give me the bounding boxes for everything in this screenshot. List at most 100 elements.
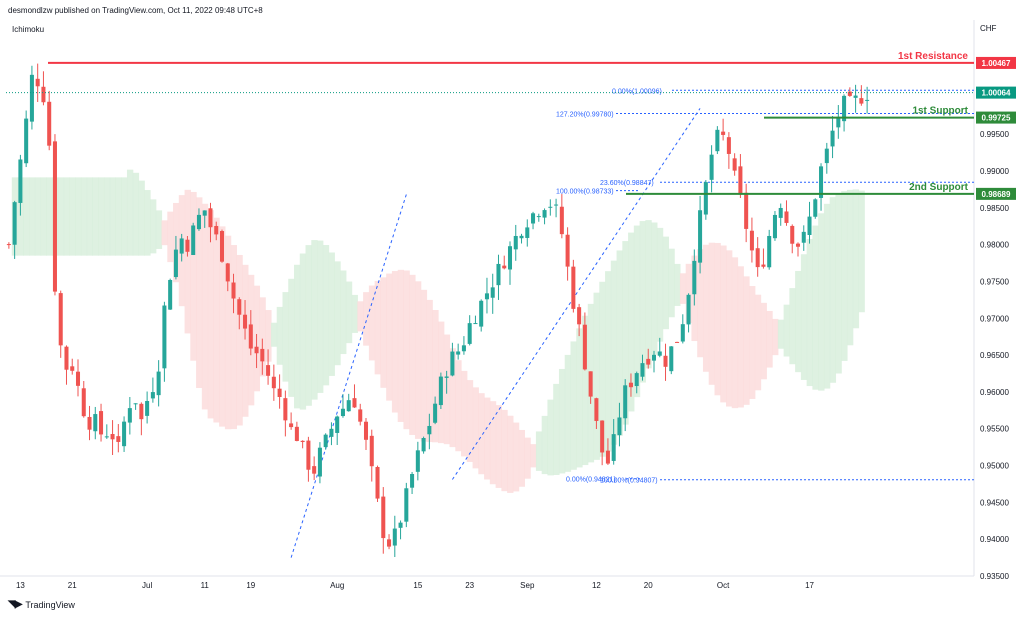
- candle-body: [219, 231, 225, 262]
- y-tick-label: 0.95500: [980, 425, 1009, 434]
- x-tick-label: 19: [246, 581, 255, 590]
- candle-body: [323, 434, 328, 448]
- candle-body: [784, 211, 789, 223]
- candle-body: [657, 351, 662, 356]
- cloud-segment: [501, 409, 508, 492]
- cloud-segment: [86, 177, 93, 256]
- candle-body: [352, 398, 357, 408]
- candle-body: [611, 434, 616, 461]
- candlesticks[interactable]: [6, 63, 870, 558]
- last-price-label: 1.00064: [982, 89, 1011, 98]
- cloud-segment: [340, 270, 347, 355]
- candle-body: [859, 98, 864, 104]
- candle-body: [81, 388, 86, 417]
- candle-body: [732, 158, 737, 171]
- tradingview-brand[interactable]: ◥▶ TradingView: [8, 599, 75, 610]
- cloud-segment: [403, 270, 410, 430]
- candle-body: [744, 192, 749, 229]
- cloud-segment: [397, 269, 405, 422]
- ichimoku-cloud: [11, 169, 865, 493]
- candle-body: [519, 235, 524, 239]
- candle-body: [294, 426, 299, 441]
- cloud-segment: [639, 221, 646, 383]
- candle-body: [559, 206, 564, 235]
- cloud-segment: [616, 250, 623, 436]
- cloud-segment: [605, 271, 612, 452]
- candle-body: [99, 411, 104, 435]
- cloud-segment: [783, 304, 790, 357]
- cloud-segment: [766, 310, 773, 368]
- cloud-segment: [270, 322, 278, 347]
- cloud-segment: [731, 257, 739, 409]
- cloud-segment: [737, 266, 744, 408]
- cloud-segment: [846, 189, 854, 346]
- y-tick-label: 0.99500: [980, 130, 1009, 139]
- cloud-segment: [46, 177, 53, 256]
- time-axis[interactable]: 13 21 Jul 11 19 Aug 15 23 Sep 12 20 Oct 17: [16, 581, 815, 590]
- cloud-segment: [633, 225, 641, 398]
- candle-body: [392, 528, 397, 546]
- candle-body: [444, 376, 449, 378]
- cloud-segment: [547, 399, 554, 476]
- cloud-segment: [242, 264, 249, 417]
- candle-body: [139, 403, 144, 420]
- candle-body: [145, 401, 150, 416]
- cloud-segment: [363, 292, 370, 346]
- cloud-segment: [328, 252, 335, 376]
- candle-body: [617, 417, 622, 436]
- cloud-segment: [265, 310, 272, 362]
- cloud-segment: [841, 191, 848, 361]
- candle-body: [703, 182, 708, 215]
- currency-label: CHF: [980, 24, 997, 33]
- candle-body: [726, 137, 731, 154]
- cloud-segment: [317, 240, 324, 393]
- cloud-segment: [524, 437, 531, 479]
- cloud-segment: [380, 277, 387, 388]
- candle-body: [133, 403, 138, 405]
- cloud-segment: [530, 444, 537, 468]
- candle-body: [306, 440, 311, 470]
- cloud-segment: [668, 248, 675, 318]
- candle-body: [790, 225, 795, 244]
- candle-body: [865, 99, 870, 101]
- candle-body: [819, 166, 824, 198]
- cloud-segment: [63, 177, 70, 256]
- candle-body: [150, 392, 155, 399]
- candle-body: [513, 235, 518, 250]
- cloud-segment: [201, 203, 209, 410]
- candle-body: [254, 346, 259, 354]
- cloud-segment: [754, 294, 762, 391]
- candle-body: [680, 324, 685, 342]
- candle-body: [317, 447, 322, 477]
- x-tick-label: Oct: [717, 581, 730, 590]
- cloud-segment: [184, 189, 191, 334]
- candle-body: [271, 376, 276, 389]
- cloud-segment: [259, 297, 266, 377]
- x-tick-label: 21: [68, 581, 77, 590]
- candle-body: [813, 199, 818, 217]
- level-price-tag: [976, 56, 1016, 69]
- candle-body: [749, 230, 754, 251]
- cloud-segment: [461, 370, 468, 457]
- cloud-segment: [593, 292, 600, 460]
- candle-body: [640, 363, 645, 377]
- candle-body: [588, 371, 593, 397]
- candle-body: [801, 231, 806, 243]
- cloud-segment: [564, 354, 572, 472]
- cloud-segment: [213, 217, 220, 423]
- x-tick-label: 17: [805, 581, 814, 590]
- x-tick-label: 13: [16, 581, 25, 590]
- x-tick-label: Aug: [330, 581, 344, 590]
- price-axis[interactable]: 0.99500 0.99000 0.98500 0.98000 0.97500 0.970…: [980, 130, 1009, 581]
- candle-body: [450, 351, 455, 376]
- cloud-segment: [155, 210, 163, 249]
- cloud-segment: [167, 211, 174, 263]
- candle-body: [162, 305, 167, 369]
- candle-body: [594, 398, 599, 421]
- cloud-segment: [391, 271, 399, 413]
- candle-body: [605, 450, 610, 464]
- candle-body: [536, 216, 541, 218]
- cloud-segment: [144, 190, 151, 256]
- cloud-segment: [599, 281, 606, 457]
